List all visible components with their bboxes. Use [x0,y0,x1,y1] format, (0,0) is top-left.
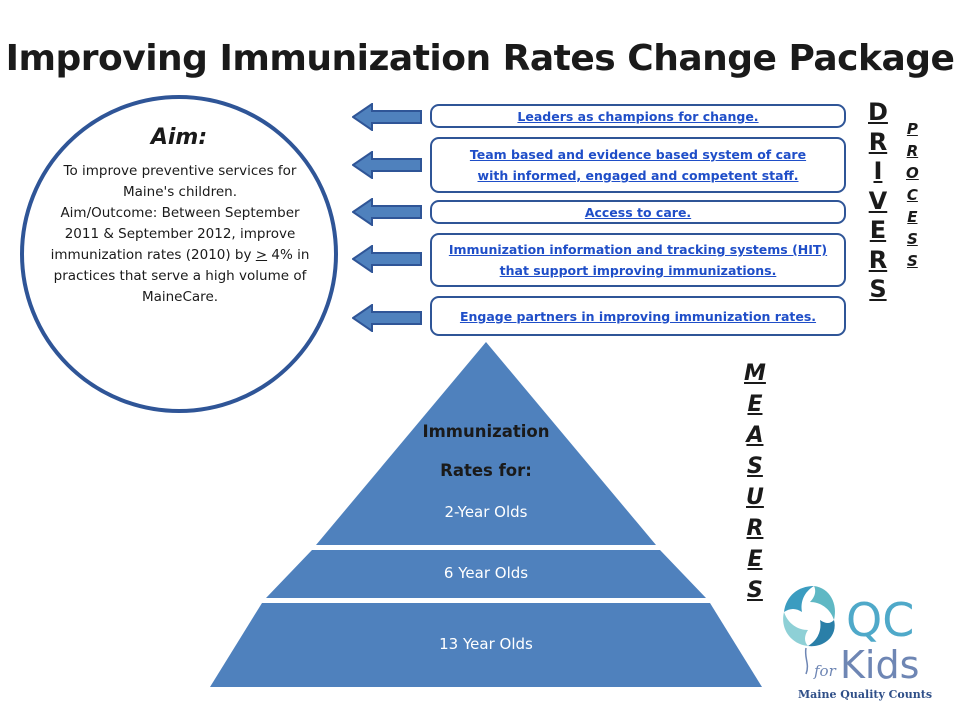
process-label: P R O C E S S [906,120,919,270]
driver-box-hit: Immunization information and tracking sy… [430,233,846,287]
driver-box-access: Access to care. [430,200,846,224]
driver-box-partners: Engage partners in improving immunizatio… [430,296,846,336]
left-arrow-icon [352,151,422,179]
aim-circle: Aim: To improve preventive services for … [20,95,338,413]
logo-kids: Kids [840,643,919,687]
driver-link-team[interactable]: Team based and evidence based system of … [469,147,807,183]
driver-link-leaders[interactable]: Leaders as champions for change. [517,108,759,124]
page-title: Improving Immunization Rates Change Pack… [5,38,955,79]
pyramid-bottom-label: 13 Year Olds [439,635,533,653]
aim-outcome-gt: > [255,247,268,263]
logo-tagline: Maine Quality Counts [798,688,932,701]
left-arrow-icon [352,198,422,226]
left-arrow-icon [352,103,422,131]
pyramid-middle-section [266,550,706,598]
drivers-label: D R I V E R S [868,98,888,303]
aim-heading: Aim: [150,125,208,150]
driver-box-team: Team based and evidence based system of … [430,137,846,193]
aim-goal: To improve preventive services for Maine… [63,163,297,200]
pyramid-middle-label: 6 Year Olds [444,564,528,582]
aim-text: To improve preventive services for Maine… [46,161,314,308]
driver-link-hit[interactable]: Immunization information and tracking sy… [448,242,828,278]
driver-box-leaders: Leaders as champions for change. [430,104,846,128]
driver-link-access[interactable]: Access to care. [584,204,692,220]
pyramid-top-line1: Immunization [422,422,549,441]
measures-pyramid: Immunization Rates for: 2-Year Olds 6 Ye… [210,342,762,687]
left-arrow-icon [352,245,422,273]
driver-link-partners[interactable]: Engage partners in improving immunizatio… [459,308,817,324]
pyramid-bottom-section [210,603,762,687]
pyramid-top-line3: 2-Year Olds [444,503,527,521]
aim-outcome-pre: Aim/Outcome: Between September 2011 & Se… [50,205,300,263]
left-arrow-icon [352,304,422,332]
pyramid-top-line2: Rates for: [440,461,532,480]
measures-label: M E A S U R E S [744,361,766,603]
logo-for: for [813,662,837,680]
aim-outcome-post: 4% in practices that serve a high volume… [53,247,310,305]
pyramid-top-section [316,342,656,545]
swirl-logo-icon [783,586,836,675]
logo-qc: QC [846,593,914,647]
qc-for-kids-logo: QC for Kids Maine Quality Counts [783,586,932,701]
